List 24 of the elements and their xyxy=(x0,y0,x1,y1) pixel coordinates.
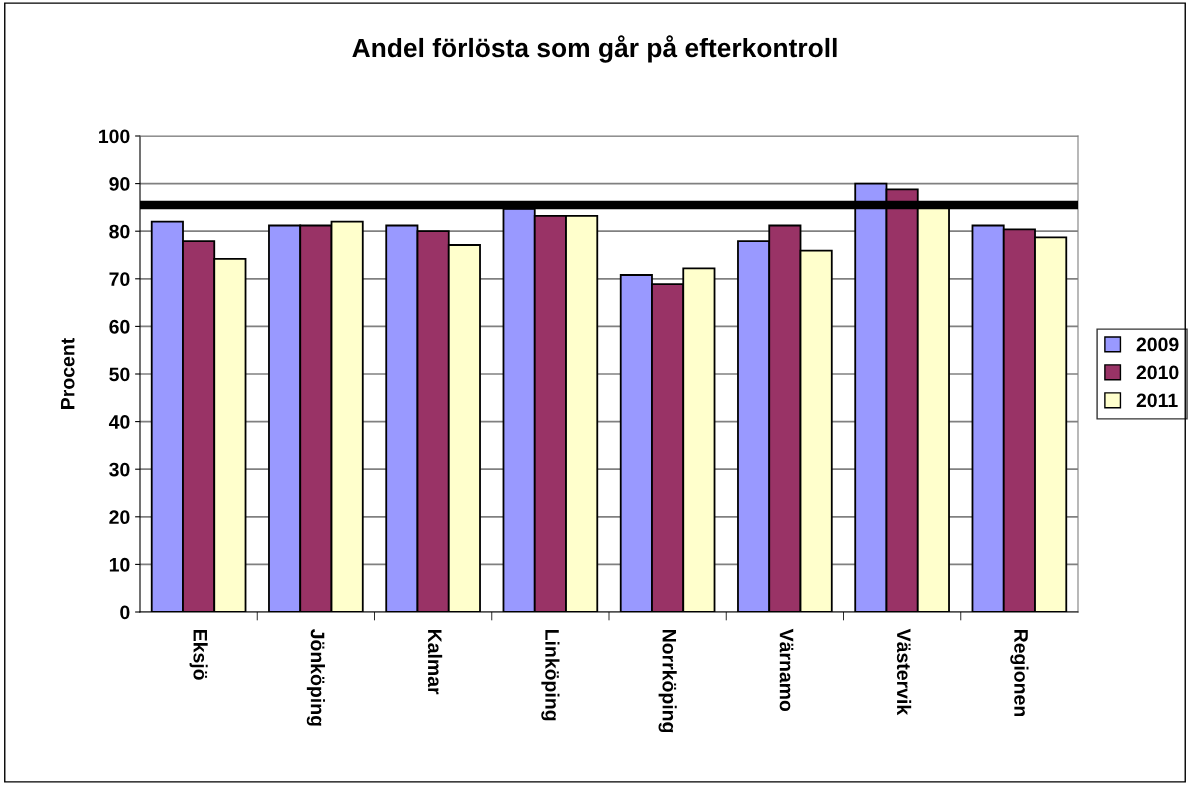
x-tick-label: Västervik xyxy=(896,628,912,716)
x-tick-label: Linköping xyxy=(541,629,560,721)
y-tick-label: 10 xyxy=(109,557,130,572)
x-tick-label: Eksjö xyxy=(189,629,208,680)
legend-label: 2010 xyxy=(1136,365,1179,380)
y-tick-label: 100 xyxy=(99,129,130,144)
chart-title: Andel förlösta som går på efterkontroll xyxy=(352,35,837,63)
y-tick-label: 80 xyxy=(109,224,130,239)
x-tick-label: Värnamo xyxy=(779,628,794,712)
y-tick-label: 60 xyxy=(109,319,130,334)
y-tick-label: 90 xyxy=(109,177,130,191)
y-axis-title: Procent xyxy=(60,338,75,409)
y-tick-label: 30 xyxy=(109,462,130,477)
x-tick-label: Jönköping xyxy=(306,628,325,726)
y-tick-label: 40 xyxy=(108,415,130,429)
x-tick-label: Kalmar xyxy=(427,629,443,695)
legend-label: 2009 xyxy=(1136,337,1179,352)
y-tick-label: 20 xyxy=(109,510,130,525)
legend-label: 2011 xyxy=(1136,393,1178,408)
x-tick-label: Norrköping xyxy=(658,629,677,733)
y-tick-label: 50 xyxy=(109,367,130,382)
x-tick-label: Regionen xyxy=(1010,629,1029,717)
y-tick-label: 0 xyxy=(120,605,130,620)
y-tick-label: 70 xyxy=(109,272,130,287)
